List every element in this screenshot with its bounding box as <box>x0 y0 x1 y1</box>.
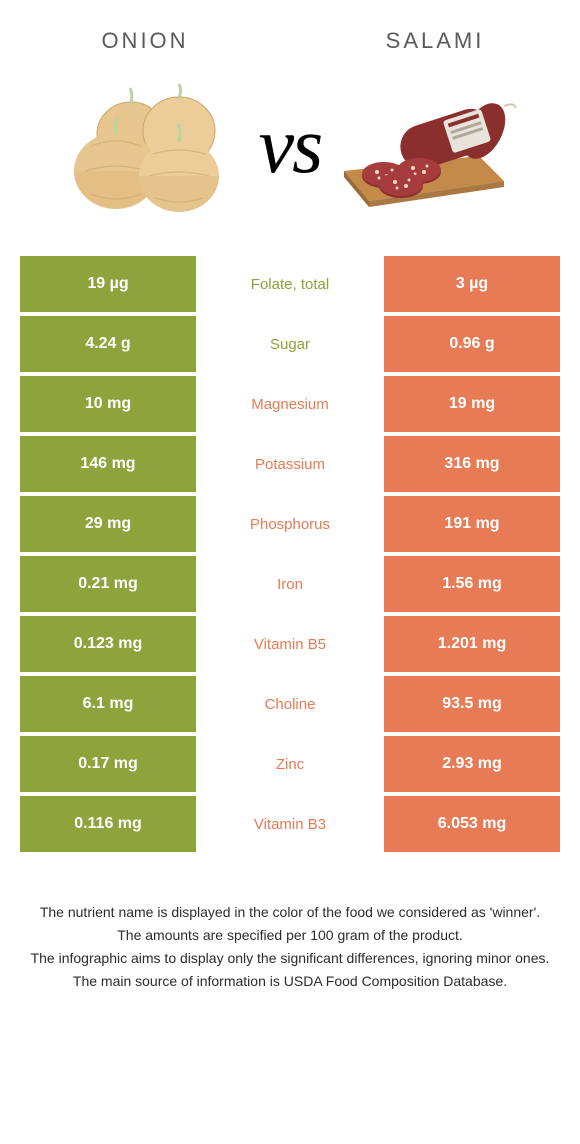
nutrient-label: Folate, total <box>202 256 378 312</box>
value-right: 3 µg <box>384 256 560 312</box>
nutrient-label: Iron <box>202 556 378 612</box>
table-row: 10 mgMagnesium19 mg <box>20 376 560 432</box>
onion-illustration <box>61 76 251 216</box>
table-row: 0.123 mgVitamin B51.201 mg <box>20 616 560 672</box>
footnotes: The nutrient name is displayed in the co… <box>0 856 580 992</box>
nutrient-label: Zinc <box>202 736 378 792</box>
value-left: 6.1 mg <box>20 676 196 732</box>
table-row: 19 µgFolate, total3 µg <box>20 256 560 312</box>
value-right: 93.5 mg <box>384 676 560 732</box>
value-right: 19 mg <box>384 376 560 432</box>
value-right: 316 mg <box>384 436 560 492</box>
table-row: 0.21 mgIron1.56 mg <box>20 556 560 612</box>
nutrient-label: Magnesium <box>202 376 378 432</box>
table-row: 0.116 mgVitamin B36.053 mg <box>20 796 560 852</box>
value-right: 6.053 mg <box>384 796 560 852</box>
infographic-container: ONION SALAMI vs <box>0 0 580 992</box>
value-right: 1.56 mg <box>384 556 560 612</box>
table-row: 146 mgPotassium316 mg <box>20 436 560 492</box>
header: ONION SALAMI <box>0 0 580 66</box>
title-left: ONION <box>0 28 290 54</box>
footnote-line: The main source of information is USDA F… <box>30 971 550 992</box>
nutrient-label: Phosphorus <box>202 496 378 552</box>
value-left: 4.24 g <box>20 316 196 372</box>
value-left: 0.123 mg <box>20 616 196 672</box>
value-left: 0.116 mg <box>20 796 196 852</box>
hero-row: vs <box>0 66 580 256</box>
footnote-line: The nutrient name is displayed in the co… <box>30 902 550 923</box>
nutrient-label: Sugar <box>202 316 378 372</box>
value-left: 19 µg <box>20 256 196 312</box>
nutrient-label: Choline <box>202 676 378 732</box>
table-row: 4.24 gSugar0.96 g <box>20 316 560 372</box>
value-right: 2.93 mg <box>384 736 560 792</box>
value-left: 146 mg <box>20 436 196 492</box>
value-left: 29 mg <box>20 496 196 552</box>
table-row: 29 mgPhosphorus191 mg <box>20 496 560 552</box>
value-right: 1.201 mg <box>384 616 560 672</box>
value-right: 191 mg <box>384 496 560 552</box>
table-row: 6.1 mgCholine93.5 mg <box>20 676 560 732</box>
value-left: 0.17 mg <box>20 736 196 792</box>
value-left: 0.21 mg <box>20 556 196 612</box>
nutrient-label: Potassium <box>202 436 378 492</box>
nutrient-table: 19 µgFolate, total3 µg4.24 gSugar0.96 g1… <box>20 256 560 852</box>
footnote-line: The infographic aims to display only the… <box>30 948 550 969</box>
title-right: SALAMI <box>290 28 580 54</box>
nutrient-label: Vitamin B5 <box>202 616 378 672</box>
nutrient-label: Vitamin B3 <box>202 796 378 852</box>
salami-illustration <box>329 76 519 216</box>
vs-label: vs <box>251 106 330 186</box>
footnote-line: The amounts are specified per 100 gram o… <box>30 925 550 946</box>
value-right: 0.96 g <box>384 316 560 372</box>
value-left: 10 mg <box>20 376 196 432</box>
table-row: 0.17 mgZinc2.93 mg <box>20 736 560 792</box>
